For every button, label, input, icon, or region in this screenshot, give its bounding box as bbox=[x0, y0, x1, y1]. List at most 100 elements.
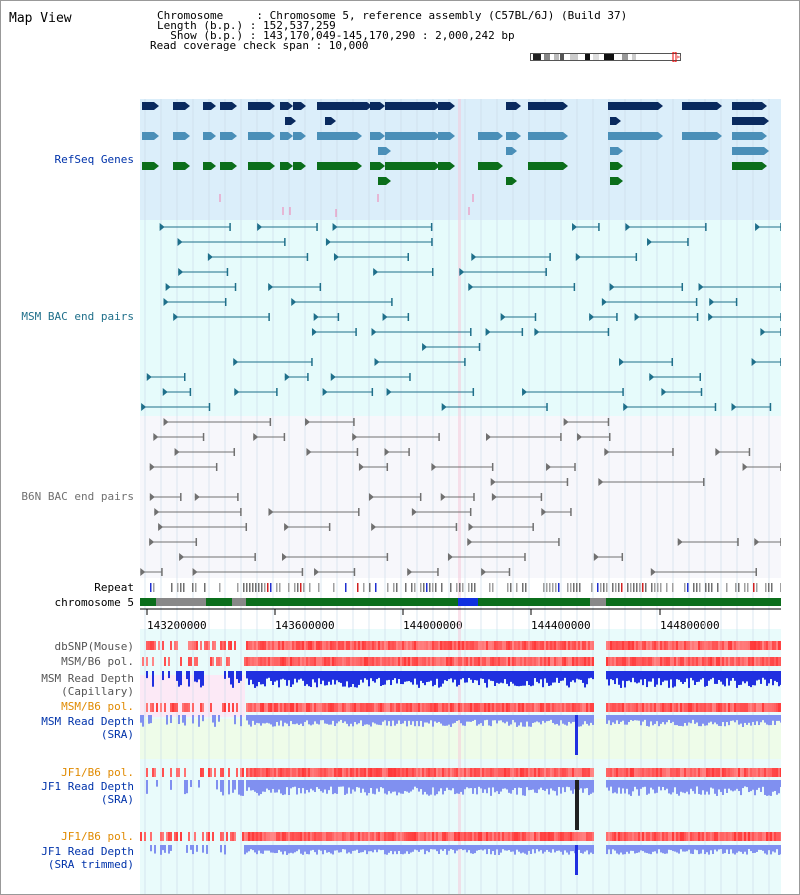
refseq-gene[interactable] bbox=[350, 162, 356, 170]
refseq-gene[interactable] bbox=[325, 117, 331, 125]
gene-arrow[interactable] bbox=[762, 162, 767, 170]
refseq-gene[interactable] bbox=[528, 102, 563, 110]
gene-arrow[interactable] bbox=[367, 102, 372, 110]
gene-arrow[interactable] bbox=[512, 177, 517, 185]
gene-arrow[interactable] bbox=[331, 117, 336, 125]
refseq-gene[interactable] bbox=[280, 102, 288, 110]
refseq-gene[interactable] bbox=[285, 117, 291, 125]
refseq-gene[interactable] bbox=[506, 102, 516, 110]
gene-arrow[interactable] bbox=[762, 132, 767, 140]
refseq-gene[interactable] bbox=[608, 132, 658, 140]
refseq-gene[interactable] bbox=[506, 132, 516, 140]
gene-arrow[interactable] bbox=[301, 162, 306, 170]
gene-arrow[interactable] bbox=[288, 162, 293, 170]
gene-arrow[interactable] bbox=[357, 132, 362, 140]
refseq-gene[interactable] bbox=[528, 132, 563, 140]
refseq-gene[interactable] bbox=[682, 132, 717, 140]
gene-arrow[interactable] bbox=[762, 102, 767, 110]
gene-arrow[interactable] bbox=[270, 102, 275, 110]
gene-arrow[interactable] bbox=[356, 162, 361, 170]
gene-arrow[interactable] bbox=[658, 132, 663, 140]
gene-arrow[interactable] bbox=[563, 132, 568, 140]
gene-arrow[interactable] bbox=[618, 177, 623, 185]
refseq-gene[interactable] bbox=[280, 132, 288, 140]
refseq-gene[interactable] bbox=[385, 132, 435, 140]
refseq-gene[interactable] bbox=[478, 162, 498, 170]
gene-arrow[interactable] bbox=[380, 162, 385, 170]
refseq-gene[interactable] bbox=[438, 162, 450, 170]
refseq-gene[interactable] bbox=[478, 132, 498, 140]
gene-arrow[interactable] bbox=[154, 162, 159, 170]
refseq-gene[interactable] bbox=[378, 177, 386, 185]
refseq-gene[interactable] bbox=[293, 132, 301, 140]
gene-arrow[interactable] bbox=[450, 162, 455, 170]
refseq-gene[interactable] bbox=[248, 102, 270, 110]
gene-arrow[interactable] bbox=[270, 162, 275, 170]
refseq-gene[interactable] bbox=[317, 102, 367, 110]
refseq-gene[interactable] bbox=[142, 102, 154, 110]
gene-arrow[interactable] bbox=[435, 162, 440, 170]
refseq-gene[interactable] bbox=[610, 117, 616, 125]
genome-track-panel[interactable] bbox=[140, 99, 781, 894]
gene-arrow[interactable] bbox=[386, 147, 391, 155]
refseq-gene[interactable] bbox=[370, 162, 380, 170]
gene-arrow[interactable] bbox=[498, 162, 503, 170]
refseq-gene[interactable] bbox=[370, 132, 380, 140]
refseq-gene[interactable] bbox=[682, 102, 717, 110]
gene-arrow[interactable] bbox=[301, 102, 306, 110]
gene-arrow[interactable] bbox=[516, 132, 521, 140]
refseq-gene[interactable] bbox=[248, 132, 270, 140]
gene-arrow[interactable] bbox=[185, 102, 190, 110]
gene-arrow[interactable] bbox=[450, 132, 455, 140]
chromosome-ideogram[interactable] bbox=[530, 52, 683, 62]
refseq-gene[interactable] bbox=[438, 132, 450, 140]
gene-arrow[interactable] bbox=[563, 162, 568, 170]
gene-arrow[interactable] bbox=[450, 102, 455, 110]
refseq-gene[interactable] bbox=[173, 102, 185, 110]
refseq-gene[interactable] bbox=[610, 162, 618, 170]
refseq-gene[interactable] bbox=[142, 132, 154, 140]
refseq-gene[interactable] bbox=[220, 102, 232, 110]
refseq-gene[interactable] bbox=[732, 147, 764, 155]
refseq-gene[interactable] bbox=[370, 102, 380, 110]
refseq-gene[interactable] bbox=[142, 162, 154, 170]
refseq-gene[interactable] bbox=[317, 162, 357, 170]
gene-arrow[interactable] bbox=[618, 162, 623, 170]
gene-arrow[interactable] bbox=[291, 117, 296, 125]
gene-arrow[interactable] bbox=[288, 132, 293, 140]
gene-arrow[interactable] bbox=[301, 132, 306, 140]
gene-arrow[interactable] bbox=[618, 147, 623, 155]
refseq-gene[interactable] bbox=[203, 102, 211, 110]
refseq-gene[interactable] bbox=[732, 102, 762, 110]
gene-arrow[interactable] bbox=[154, 102, 159, 110]
gene-arrow[interactable] bbox=[270, 132, 275, 140]
refseq-gene[interactable] bbox=[173, 162, 185, 170]
refseq-gene[interactable] bbox=[220, 162, 232, 170]
refseq-gene[interactable] bbox=[385, 162, 435, 170]
gene-arrow[interactable] bbox=[764, 147, 769, 155]
gene-arrow[interactable] bbox=[154, 132, 159, 140]
refseq-gene[interactable] bbox=[385, 102, 435, 110]
gene-arrow[interactable] bbox=[232, 102, 237, 110]
refseq-gene[interactable] bbox=[248, 162, 270, 170]
refseq-gene[interactable] bbox=[378, 147, 386, 155]
gene-arrow[interactable] bbox=[616, 117, 621, 125]
gene-arrow[interactable] bbox=[516, 102, 521, 110]
gene-arrow[interactable] bbox=[435, 132, 440, 140]
gene-arrow[interactable] bbox=[211, 162, 216, 170]
refseq-gene[interactable] bbox=[732, 117, 764, 125]
refseq-gene[interactable] bbox=[293, 102, 301, 110]
gene-arrow[interactable] bbox=[563, 102, 568, 110]
gene-arrow[interactable] bbox=[498, 132, 503, 140]
refseq-gene[interactable] bbox=[203, 162, 211, 170]
gene-arrow[interactable] bbox=[185, 132, 190, 140]
refseq-gene[interactable] bbox=[293, 162, 301, 170]
refseq-gene[interactable] bbox=[506, 147, 512, 155]
refseq-gene[interactable] bbox=[220, 132, 232, 140]
gene-arrow[interactable] bbox=[211, 132, 216, 140]
gene-arrow[interactable] bbox=[288, 102, 293, 110]
refseq-gene[interactable] bbox=[732, 162, 762, 170]
gene-arrow[interactable] bbox=[658, 102, 663, 110]
gene-arrow[interactable] bbox=[232, 162, 237, 170]
gene-arrow[interactable] bbox=[435, 102, 440, 110]
